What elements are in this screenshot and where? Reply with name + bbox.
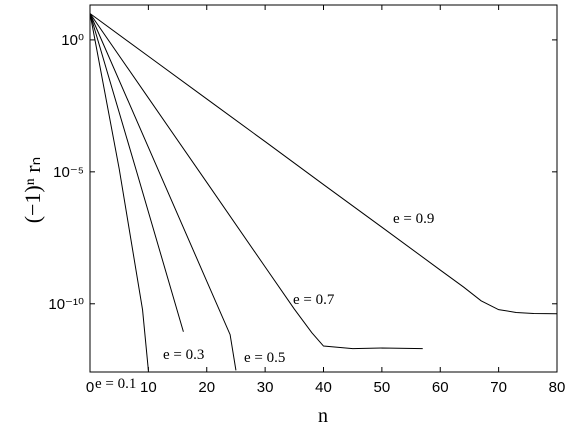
series-line: [89, 13, 237, 371]
x-tick-label: 0: [86, 379, 94, 396]
x-tick-label: 60: [432, 379, 449, 396]
x-tick-label: 20: [198, 379, 215, 396]
x-tick-label: 10: [140, 379, 157, 396]
x-axis-label: n: [318, 405, 328, 427]
x-tick-label: 70: [490, 379, 507, 396]
y-tick-label: 10⁻¹⁰: [48, 296, 84, 313]
series-label: e = 0.7: [293, 292, 335, 308]
x-tick-label: 80: [549, 379, 566, 396]
y-axis-label: (−1)ⁿ rₙ: [20, 157, 45, 224]
x-tick-label: 50: [374, 379, 391, 396]
y-tick-label: 10⁰: [61, 32, 84, 49]
x-tick-label: 40: [315, 379, 332, 396]
plot-frame: [89, 4, 558, 373]
series-line: [89, 13, 423, 350]
series-label: e = 0.5: [244, 350, 285, 366]
series-label: e = 0.9: [393, 211, 434, 227]
series-line: [89, 13, 558, 315]
series-line: [89, 13, 149, 371]
series-line: [89, 13, 184, 332]
series-label: e = 0.1: [95, 376, 136, 392]
x-tick-label: 30: [257, 379, 274, 396]
y-tick-label: 10⁻⁵: [53, 164, 84, 181]
series-label: e = 0.3: [163, 347, 204, 363]
